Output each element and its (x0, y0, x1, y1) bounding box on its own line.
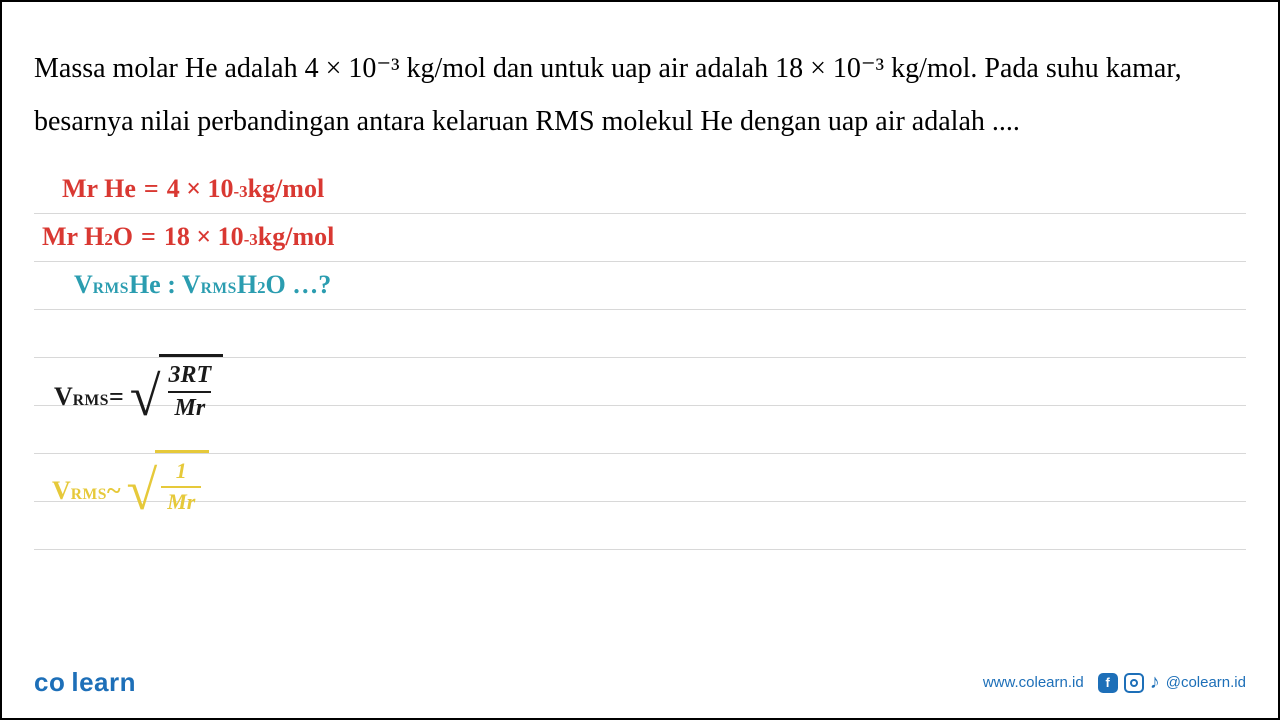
social-handle: @colearn.id (1166, 674, 1246, 691)
work-area: Mr He = 4 × 10-3 kg/mol Mr H2O = 18 × 10… (34, 166, 1246, 550)
question-ratio: VRMS He : VRMS H2O …? (74, 270, 331, 300)
tiktok-icon[interactable]: ♪ (1150, 671, 1160, 694)
instagram-icon[interactable] (1124, 673, 1144, 693)
given-mr-he: Mr He = 4 × 10-3 kg/mol (62, 174, 324, 204)
footer: colearn www.colearn.id f ♪ @colearn.id (2, 667, 1278, 698)
facebook-icon[interactable]: f (1098, 673, 1118, 693)
social-icons: f ♪ @colearn.id (1098, 671, 1246, 694)
given-mr-h2o: Mr H2O = 18 × 10-3 kg/mol (42, 222, 334, 252)
footer-url[interactable]: www.colearn.id (983, 674, 1084, 691)
brand-logo: colearn (34, 667, 136, 698)
problem-statement: Massa molar He adalah 4 × 10⁻³ kg/mol da… (34, 42, 1246, 148)
